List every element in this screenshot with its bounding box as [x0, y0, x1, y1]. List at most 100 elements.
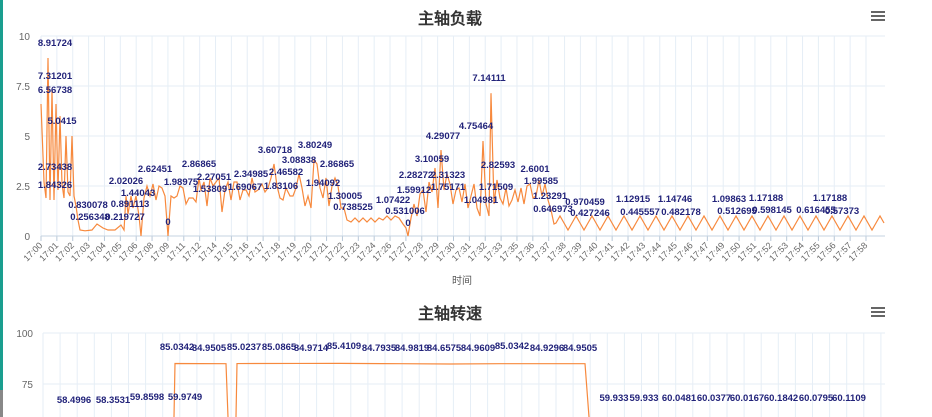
- data-label: 0.219727: [105, 212, 145, 223]
- data-label: 0.598145: [752, 205, 792, 216]
- data-label: 2.62451: [138, 164, 173, 175]
- spindle-speed-chart: 100 75 58.4996 58.3531 59.8598 59.9749 85.0342…: [16, 329, 885, 417]
- data-label: 85.0865: [262, 342, 297, 353]
- data-label: 1.07422: [376, 195, 410, 206]
- data-label: 2.6001: [520, 164, 550, 175]
- data-label: 1.84326: [38, 180, 72, 191]
- chart-title-spindle-load: 主轴负载: [417, 11, 482, 28]
- spindle-load-chart: 02.557.51017:0017:0117:0217:0317:0417:05…: [16, 32, 885, 287]
- data-label: 1.17188: [749, 193, 783, 204]
- y-tick-label: 10: [19, 32, 31, 43]
- data-label: 7.31201: [38, 71, 73, 82]
- data-label: 1.44043: [121, 188, 155, 199]
- spindle-load-series-line: [40, 57, 885, 237]
- data-label: 0.531006: [385, 206, 425, 217]
- data-label: 84.9714: [294, 343, 329, 354]
- chart-title-spindle-speed: 主轴转速: [417, 306, 482, 323]
- data-label: 60.0795: [799, 393, 834, 404]
- data-label: 2.73438: [38, 162, 72, 173]
- x-axis-title: 时间: [452, 274, 472, 287]
- data-label: 1.17188: [813, 193, 847, 204]
- data-label: 2.27051: [197, 172, 232, 183]
- data-label: 3.60718: [258, 145, 292, 156]
- data-label: 2.82593: [481, 160, 515, 171]
- data-label: 0.891113: [111, 199, 150, 210]
- data-label: 59.933: [599, 393, 628, 404]
- data-label: 1.23291: [533, 191, 568, 202]
- data-label: 84.9609: [461, 343, 495, 354]
- y-tick-label: 75: [22, 380, 34, 391]
- data-label: 1.04981: [464, 195, 499, 206]
- data-label: 1.98975: [164, 177, 199, 188]
- data-label: 1.09863: [712, 194, 746, 205]
- data-label: 84.9505: [192, 343, 227, 354]
- data-label: 2.86865: [182, 159, 217, 170]
- data-label: 2.34985: [234, 169, 269, 180]
- data-label: 2.02026: [109, 176, 143, 187]
- data-label: 1.12915: [616, 194, 651, 205]
- data-label: 60.0167: [730, 393, 764, 404]
- data-label: 1.83106: [264, 181, 298, 192]
- data-label: 2.46582: [269, 167, 303, 178]
- data-label: 1.69067: [228, 182, 262, 193]
- data-label: 1.94092: [306, 178, 340, 189]
- data-label: 7.14111: [472, 73, 506, 84]
- data-label: 3.08838: [282, 155, 316, 166]
- data-label: 59.933: [629, 393, 658, 404]
- window-left-border: [0, 0, 3, 390]
- data-label: 4.75464: [459, 121, 494, 132]
- y-tick-label: 5: [24, 132, 30, 143]
- data-label: 60.1109: [832, 393, 866, 404]
- data-label: 84.6575: [427, 343, 462, 354]
- data-label: 0: [405, 218, 410, 229]
- data-label: 8.91724: [38, 38, 73, 49]
- spindle-speed-series-line: [173, 362, 590, 417]
- y-tick-label: 100: [16, 329, 33, 340]
- y-tick-label: 0: [24, 232, 30, 243]
- y-tick-label: 7.5: [16, 82, 30, 93]
- data-label: 59.9749: [168, 392, 202, 403]
- data-label: 60.0481: [662, 393, 697, 404]
- data-label: 1.30005: [328, 191, 363, 202]
- data-label: 0.512695: [717, 206, 757, 217]
- data-label: 4.29077: [426, 131, 460, 142]
- data-label: 3.10059: [415, 154, 449, 165]
- hamburger-menu-icon[interactable]: [871, 11, 885, 23]
- data-label: 1.71509: [479, 182, 513, 193]
- data-label: 85.0342: [495, 341, 529, 352]
- data-label: 60.0377: [697, 393, 731, 404]
- data-label: 1.14746: [658, 194, 692, 205]
- data-label: 60.1842: [764, 393, 798, 404]
- data-label: 2.31323: [431, 170, 465, 181]
- data-label: 2.28272: [399, 170, 433, 181]
- data-label: 1.75171: [431, 182, 466, 193]
- data-label: 85.0342: [160, 342, 194, 353]
- y-tick-label: 2.5: [16, 182, 30, 193]
- data-label: 0.738525: [333, 202, 373, 213]
- data-label: 59.8598: [130, 392, 164, 403]
- data-label: 3.80249: [298, 140, 332, 151]
- hamburger-menu-icon[interactable]: [871, 307, 885, 319]
- data-label: 58.3531: [96, 395, 131, 406]
- data-label: 2.86865: [320, 159, 355, 170]
- data-label: 0.57373: [825, 206, 859, 217]
- data-label: 5.0415: [47, 116, 77, 127]
- window-left-border-bottom: [0, 390, 3, 417]
- data-label: 84.9296: [530, 343, 564, 354]
- data-label: 1.99585: [524, 176, 559, 187]
- data-label: 0.482178: [661, 207, 701, 218]
- data-label: 85.4109: [327, 341, 361, 352]
- data-label: 0.427246: [570, 208, 610, 219]
- data-label: 0: [165, 217, 170, 228]
- data-label: 0.445557: [620, 207, 660, 218]
- data-label: 84.9505: [563, 343, 598, 354]
- data-label: 0.616455: [796, 205, 836, 216]
- data-label: 84.7935: [362, 343, 397, 354]
- data-label: 6.56738: [38, 85, 72, 96]
- data-label: 58.4996: [57, 395, 91, 406]
- data-label: 85.0237: [227, 342, 261, 353]
- data-label: 0.646973: [533, 204, 573, 215]
- data-label: 1.53809: [193, 184, 227, 195]
- data-label: 1.59912: [397, 185, 431, 196]
- data-label: 0.970459: [565, 197, 605, 208]
